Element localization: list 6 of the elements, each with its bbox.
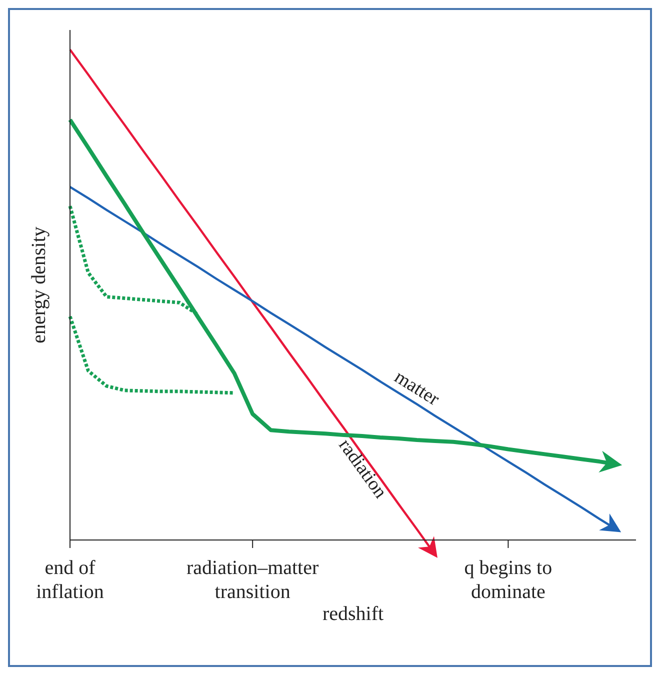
text: matter [390,366,444,410]
y-axis-title: energy density [28,226,50,344]
x-tick-label: end of inflation [36,557,104,603]
x-tick-label: q begins to dominate [464,557,552,603]
x-axis-title: redshift [322,603,384,625]
x-tick-label: radiation–matter transition [186,557,320,603]
